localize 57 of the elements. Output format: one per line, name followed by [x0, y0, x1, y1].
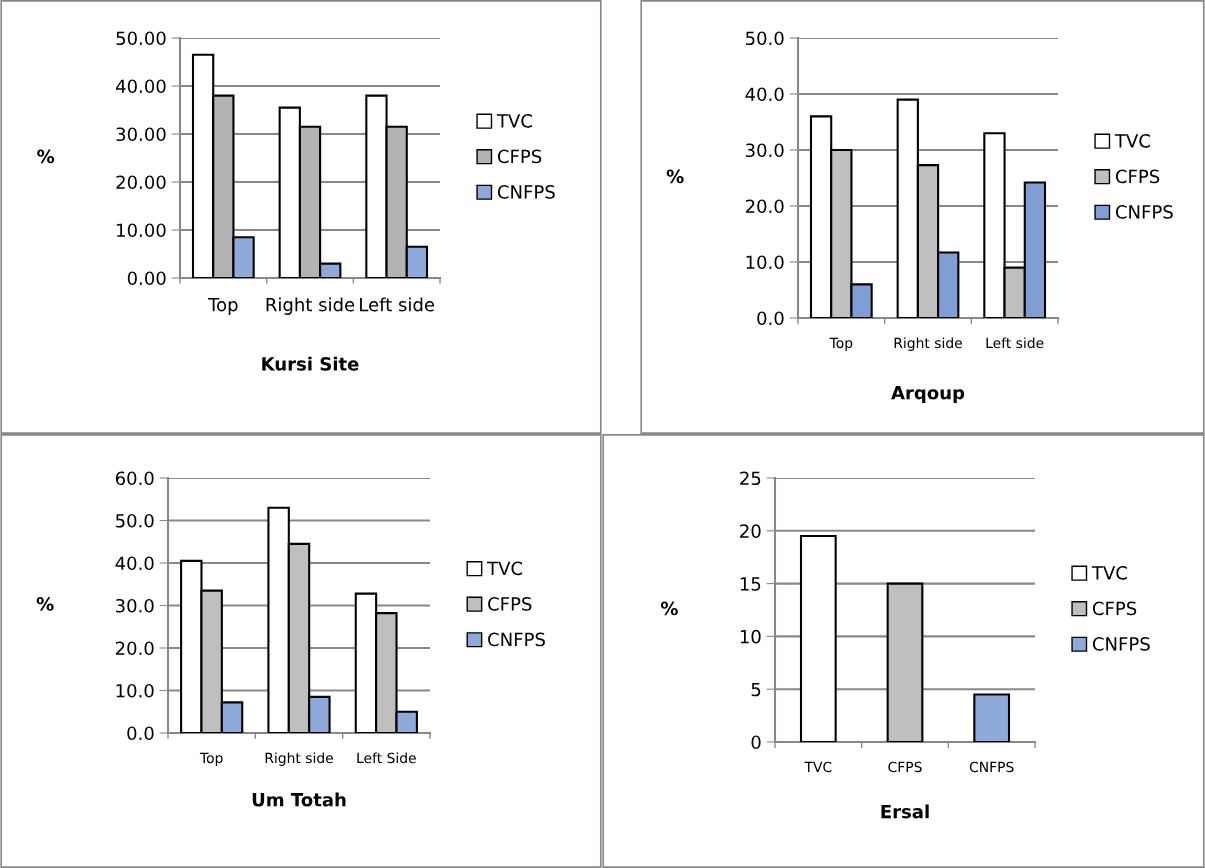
y-tick-label: 10: [740, 629, 761, 644]
legend-label: TVC: [1091, 566, 1127, 580]
y-axis-title: %: [666, 169, 684, 184]
text: Ersal: [881, 804, 929, 819]
y-tick-label: 20: [740, 524, 761, 538]
y-tick-label: 25: [740, 471, 761, 486]
legend-label: CFPS: [1115, 169, 1160, 184]
y-axis-title: %: [660, 601, 678, 616]
y-tick-label: 0.00: [127, 271, 166, 286]
y-tick-label: 15: [740, 577, 761, 591]
x-tick-label: Left Side: [357, 752, 416, 764]
y-tick-label: 30.0: [115, 598, 154, 613]
y-tick-label: 5: [751, 682, 761, 697]
y-tick-label: 60.0: [115, 471, 154, 486]
x-tick-label: Left side: [360, 297, 435, 312]
legend-label: TVC: [1114, 134, 1150, 148]
y-tick-label: 40.0: [745, 87, 784, 102]
legend-label: TVC: [496, 114, 532, 128]
y-tick-label: 50.0: [116, 513, 154, 528]
legend-label: CNFPS: [1115, 205, 1173, 219]
y-axis-title: %: [36, 597, 54, 611]
legend-label: CNFPS: [1092, 637, 1150, 651]
text: Arqoup: [891, 386, 965, 404]
text: Kursi Site: [262, 356, 359, 371]
x-tick-label: CNFPS: [969, 761, 1014, 773]
legend-label: CFPS: [488, 597, 532, 611]
x-tick-label: Top: [199, 752, 223, 766]
x-tick-label: Left side: [986, 337, 1044, 349]
legend-label: CFPS: [497, 149, 542, 164]
y-tick-label: 0.0: [127, 726, 154, 741]
x-tick-label: Top: [829, 337, 853, 351]
x-tick-label: Top: [208, 298, 238, 315]
x-tick-label: Right side: [894, 337, 962, 351]
legend-label: CNFPS: [497, 185, 555, 199]
y-tick-label: 40.0: [115, 556, 154, 571]
y-tick-label: 10.0: [116, 683, 154, 698]
x-tick-label: TVC: [804, 761, 832, 773]
legend-label: CFPS: [1092, 601, 1137, 616]
legend-label: CNFPS: [488, 632, 545, 647]
y-tick-label: 50.00: [116, 31, 166, 46]
y-tick-label: 30.00: [116, 127, 166, 142]
x-tick-label: Right side: [266, 297, 355, 315]
y-tick-label: 50.0: [746, 31, 784, 46]
y-tick-label: 20.00: [116, 175, 166, 190]
y-tick-label: 10.0: [746, 255, 784, 270]
y-axis-title: %: [37, 149, 55, 164]
x-tick-label: CFPS: [888, 761, 922, 773]
y-tick-label: 40.00: [116, 79, 166, 94]
y-tick-label: 20.0: [115, 641, 154, 656]
y-tick-label: 0: [751, 735, 761, 750]
x-tick-label: Right side: [265, 752, 333, 766]
y-tick-label: 10.00: [117, 223, 166, 238]
y-tick-label: 30.0: [745, 143, 784, 158]
text: Um Totah: [252, 792, 346, 807]
legend-label: TVC: [487, 561, 523, 576]
y-tick-label: 20.0: [745, 199, 784, 214]
y-tick-label: 0.0: [757, 311, 784, 326]
